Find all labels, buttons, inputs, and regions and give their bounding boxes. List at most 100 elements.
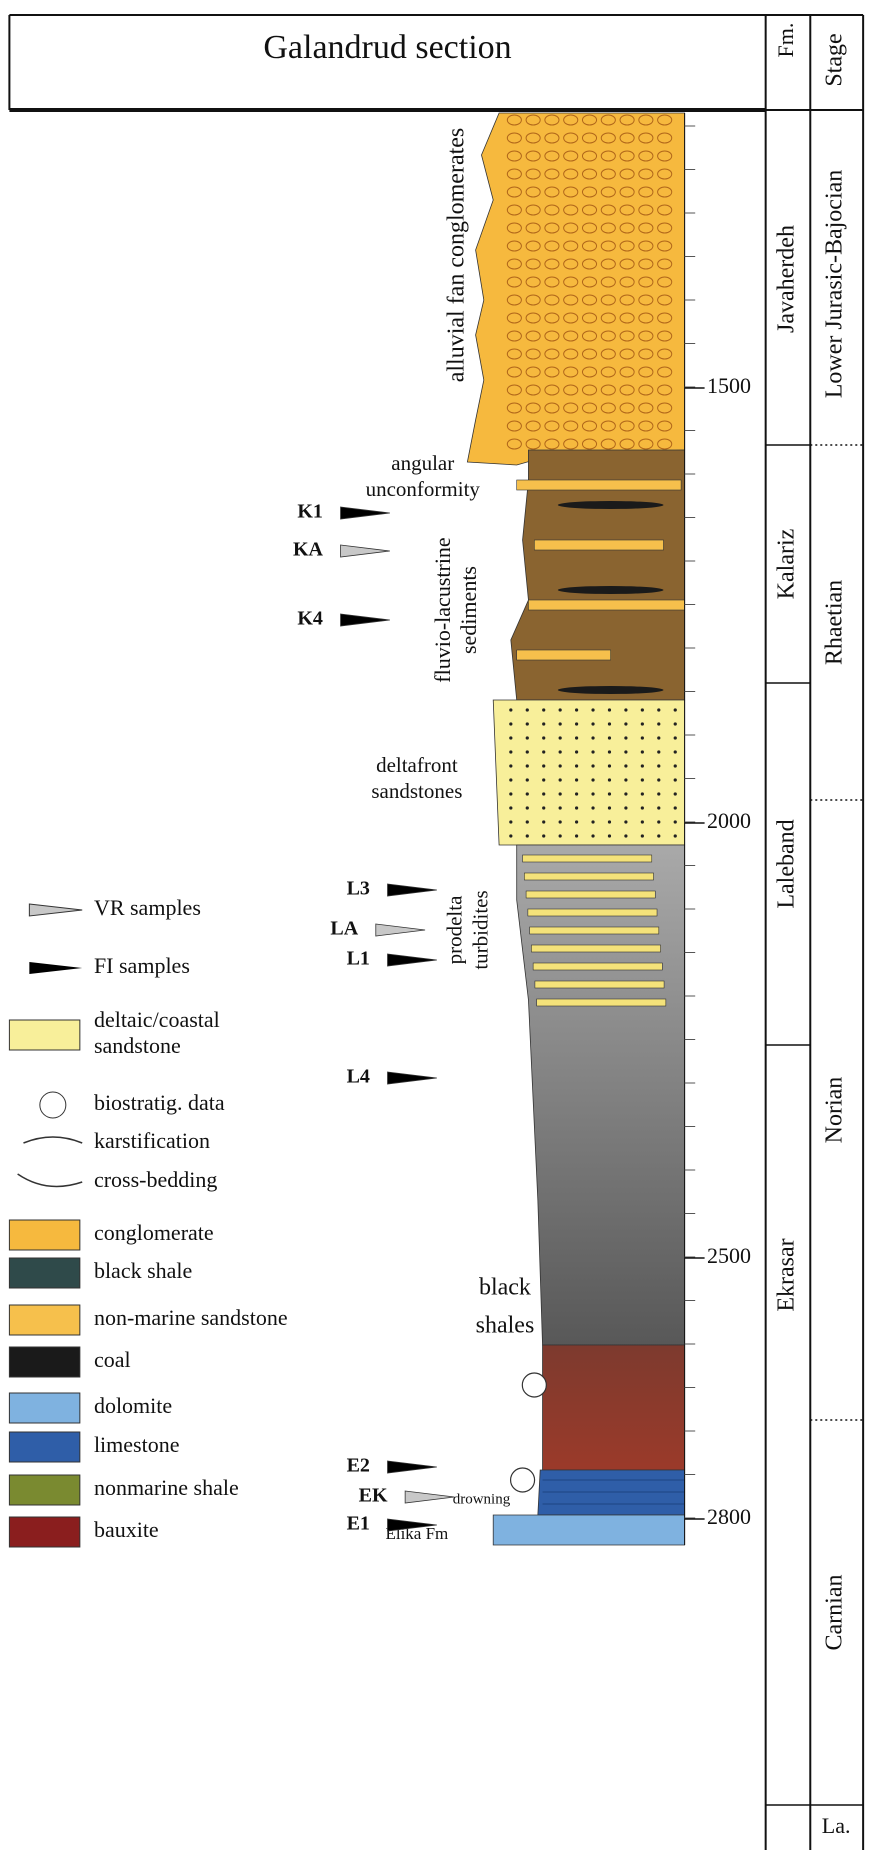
sample-label: KA xyxy=(293,539,324,561)
sample-marker xyxy=(405,1491,454,1503)
sand-dot xyxy=(542,820,545,823)
legend-icon xyxy=(9,1305,79,1335)
sand-dot xyxy=(542,750,545,753)
coal-lens xyxy=(558,586,664,594)
sand-dot xyxy=(526,778,529,781)
sand-dot xyxy=(624,764,627,767)
sand-dot xyxy=(591,792,594,795)
sand-dot xyxy=(624,708,627,711)
legend-icon xyxy=(29,904,82,916)
annotation: drowning xyxy=(453,1491,511,1507)
conglomerate-unit xyxy=(467,113,684,465)
shale-unit xyxy=(517,845,685,1345)
sample-label: LA xyxy=(330,918,358,940)
sample-label: K1 xyxy=(297,501,323,523)
legend-icon xyxy=(23,1137,82,1143)
sand-dot xyxy=(641,750,644,753)
ammonite xyxy=(511,1468,535,1492)
sample-marker xyxy=(388,884,437,896)
legend-label: karstification xyxy=(94,1128,210,1153)
sand-dot xyxy=(559,722,562,725)
sand-dot xyxy=(575,764,578,767)
sample-label: K4 xyxy=(297,608,323,630)
sand-dot xyxy=(608,750,611,753)
annotation-line: sediments xyxy=(456,566,481,654)
sand-dot xyxy=(674,792,677,795)
formation-label: Laleband xyxy=(773,819,799,908)
sand-dot xyxy=(509,736,512,739)
sand-dot xyxy=(526,792,529,795)
sand-dot xyxy=(559,764,562,767)
sand-dot xyxy=(657,764,660,767)
sand-dot xyxy=(526,750,529,753)
turbidite-bed xyxy=(523,855,652,862)
turbidite-bed xyxy=(537,999,666,1006)
legend-label-line: biostratig. data xyxy=(94,1090,225,1115)
sample-label: E2 xyxy=(347,1455,370,1477)
turbidite-bed xyxy=(531,945,660,952)
sand-dot xyxy=(575,778,578,781)
legend-icon xyxy=(9,1220,79,1250)
stage-label: Carnian xyxy=(822,1575,848,1651)
sand-dot xyxy=(591,708,594,711)
sand-dot xyxy=(657,778,660,781)
sand-dot xyxy=(641,722,644,725)
legend-icon xyxy=(9,1432,79,1462)
sample-label: L1 xyxy=(347,948,370,970)
annotation: blackshales xyxy=(476,1275,535,1339)
annotation-line: prodelta xyxy=(443,895,467,964)
legend-label-line: nonmarine shale xyxy=(94,1475,239,1500)
annotation-line: sandstones xyxy=(371,779,462,803)
legend-label-line: dolomite xyxy=(94,1393,172,1418)
sand-dot xyxy=(641,806,644,809)
legend-icon xyxy=(9,1258,79,1288)
sand-dot xyxy=(559,834,562,837)
formation-label: Javaherdeh xyxy=(773,225,799,333)
sand-dot xyxy=(641,792,644,795)
legend-icon xyxy=(9,1347,79,1377)
sand-dot xyxy=(591,750,594,753)
legend-label-line: VR samples xyxy=(94,895,201,920)
legend-label: black shale xyxy=(94,1258,192,1283)
title: Galandrud section xyxy=(263,29,511,66)
sand-dot xyxy=(542,834,545,837)
sand-dot xyxy=(624,806,627,809)
sand-dot xyxy=(526,736,529,739)
legend-label-line: deltaic/coastal xyxy=(94,1007,220,1032)
sample-label: L3 xyxy=(347,878,370,900)
sand-dot xyxy=(509,834,512,837)
sand-dot xyxy=(624,722,627,725)
annotation: alluvial fan conglomerates xyxy=(443,128,469,383)
sand-dot xyxy=(624,778,627,781)
turbidite-bed xyxy=(530,927,659,934)
sand-dot xyxy=(674,764,677,767)
sand-dot xyxy=(591,834,594,837)
sand-dot xyxy=(526,764,529,767)
sand-dot xyxy=(575,750,578,753)
sand-dot xyxy=(674,722,677,725)
sand-dot xyxy=(575,708,578,711)
sand-dot xyxy=(559,736,562,739)
depth-label: 2800 xyxy=(707,1504,751,1529)
bauxite-unit xyxy=(543,1345,685,1470)
sample-label: L4 xyxy=(347,1066,370,1088)
sample-label: E1 xyxy=(347,1513,370,1535)
sand-dot xyxy=(657,750,660,753)
sand-dot xyxy=(559,820,562,823)
legend-icon xyxy=(40,1092,66,1118)
limestone-unit xyxy=(538,1470,685,1515)
legend-label: nonmarine shale xyxy=(94,1475,239,1500)
sample-marker xyxy=(388,1461,437,1473)
sand-dot xyxy=(657,820,660,823)
sand-dot xyxy=(641,764,644,767)
sand-dot xyxy=(559,806,562,809)
ammonite xyxy=(522,1373,546,1397)
annotation-line: drowning xyxy=(453,1491,511,1507)
sand-dot xyxy=(608,778,611,781)
annotation-line: turbidites xyxy=(469,890,493,969)
sand-dot xyxy=(624,820,627,823)
sand-dot xyxy=(559,750,562,753)
sand-dot xyxy=(542,764,545,767)
sand-dot xyxy=(542,736,545,739)
sand-dot xyxy=(509,750,512,753)
